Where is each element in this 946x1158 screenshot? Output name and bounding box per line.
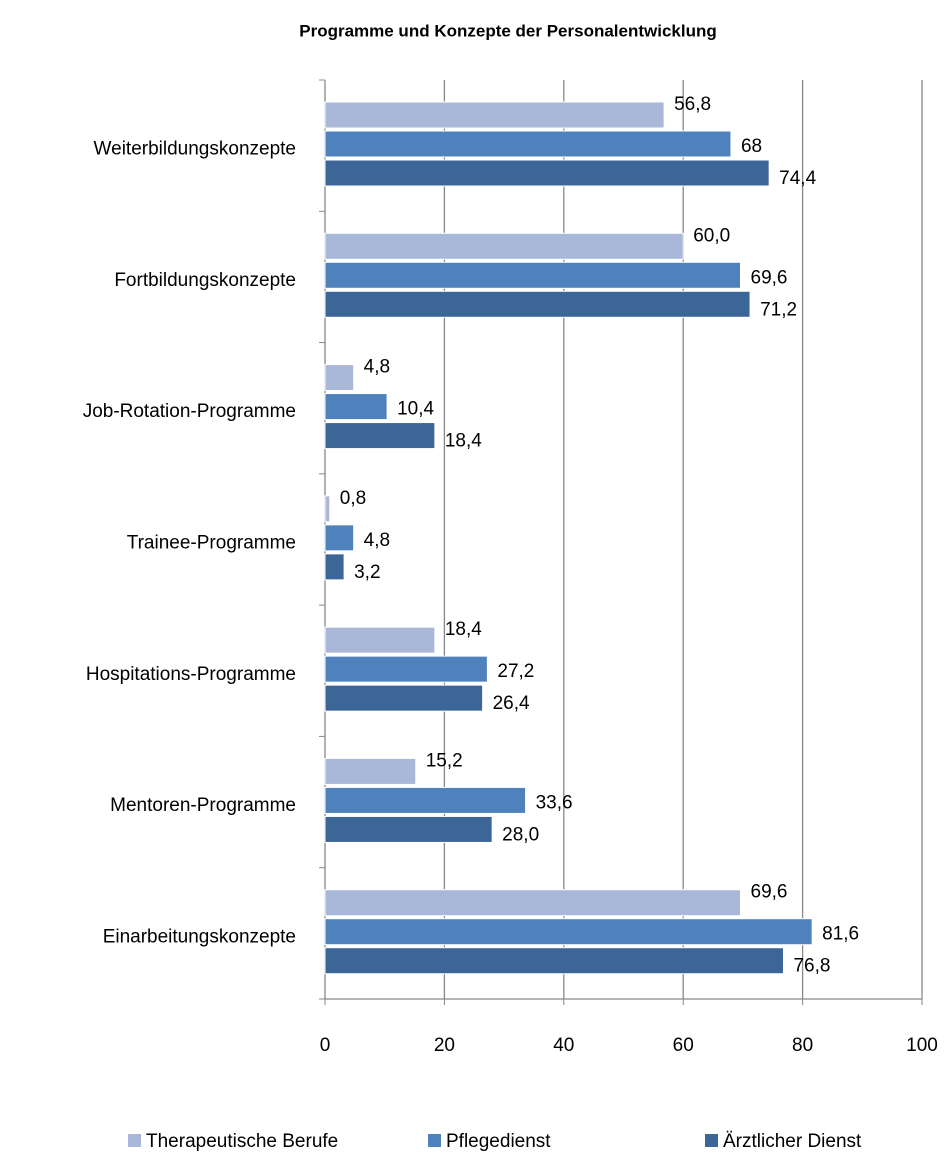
bar bbox=[324, 495, 331, 523]
data-label: 60,0 bbox=[693, 225, 730, 246]
bar bbox=[324, 130, 732, 158]
legend-label: Ärztlicher Dienst bbox=[723, 1131, 862, 1152]
data-label: 76,8 bbox=[793, 956, 830, 977]
bar bbox=[324, 422, 436, 450]
y-tick-label: Hospitations-Programme bbox=[86, 664, 296, 685]
legend-swatch bbox=[705, 1134, 718, 1147]
bar bbox=[324, 815, 493, 843]
data-label: 26,4 bbox=[493, 693, 530, 714]
data-label: 28,0 bbox=[502, 824, 539, 845]
y-tick-label: Trainee-Programme bbox=[127, 533, 296, 554]
x-tick-label: 20 bbox=[434, 1035, 455, 1056]
x-tick-label: 100 bbox=[906, 1035, 938, 1056]
legend-label: Therapeutische Berufe bbox=[146, 1131, 338, 1152]
legend-swatch bbox=[428, 1134, 441, 1147]
bar bbox=[324, 655, 488, 683]
data-label: 18,4 bbox=[445, 431, 482, 452]
data-label: 18,4 bbox=[445, 619, 482, 640]
data-label: 56,8 bbox=[674, 94, 711, 115]
y-tick-label: Mentoren-Programme bbox=[110, 795, 296, 816]
data-label: 0,8 bbox=[340, 488, 366, 509]
bar bbox=[324, 393, 388, 421]
bar bbox=[324, 626, 436, 654]
bar bbox=[324, 786, 527, 814]
legend-swatch bbox=[128, 1134, 141, 1147]
data-label: 15,2 bbox=[426, 750, 463, 771]
legend-label: Pflegedienst bbox=[446, 1131, 551, 1152]
x-tick-label: 0 bbox=[320, 1035, 331, 1056]
bar bbox=[324, 261, 742, 289]
bar bbox=[324, 101, 665, 129]
data-label: 27,2 bbox=[497, 661, 534, 682]
bar bbox=[324, 364, 355, 392]
bar bbox=[324, 684, 484, 712]
data-label: 81,6 bbox=[822, 924, 859, 945]
bar bbox=[324, 889, 742, 917]
y-tick-label: Weiterbildungskonzepte bbox=[94, 139, 296, 160]
data-label: 33,6 bbox=[536, 792, 573, 813]
data-label: 69,6 bbox=[751, 267, 788, 288]
x-tick-label: 60 bbox=[673, 1035, 694, 1056]
data-label: 74,4 bbox=[779, 168, 816, 189]
bar bbox=[324, 947, 784, 975]
bar bbox=[324, 918, 813, 946]
bar bbox=[324, 757, 417, 785]
x-tick-label: 40 bbox=[553, 1035, 574, 1056]
y-tick-label: Fortbildungskonzepte bbox=[114, 270, 296, 291]
bar bbox=[324, 524, 355, 552]
data-label: 69,6 bbox=[751, 882, 788, 903]
data-label: 4,8 bbox=[364, 530, 390, 551]
y-tick-label: Job-Rotation-Programme bbox=[83, 401, 296, 422]
bar bbox=[324, 159, 770, 187]
data-label: 68 bbox=[741, 136, 762, 157]
chart-title: Programme und Konzepte der Personalentwi… bbox=[299, 21, 717, 40]
bar bbox=[324, 553, 345, 581]
data-label: 10,4 bbox=[397, 399, 434, 420]
x-tick-label: 80 bbox=[792, 1035, 813, 1056]
data-label: 71,2 bbox=[760, 299, 797, 320]
y-tick-label: Einarbeitungskonzepte bbox=[103, 926, 296, 947]
bar bbox=[324, 232, 684, 260]
bar bbox=[324, 290, 751, 318]
data-label: 4,8 bbox=[364, 357, 390, 378]
data-label: 3,2 bbox=[354, 562, 380, 583]
